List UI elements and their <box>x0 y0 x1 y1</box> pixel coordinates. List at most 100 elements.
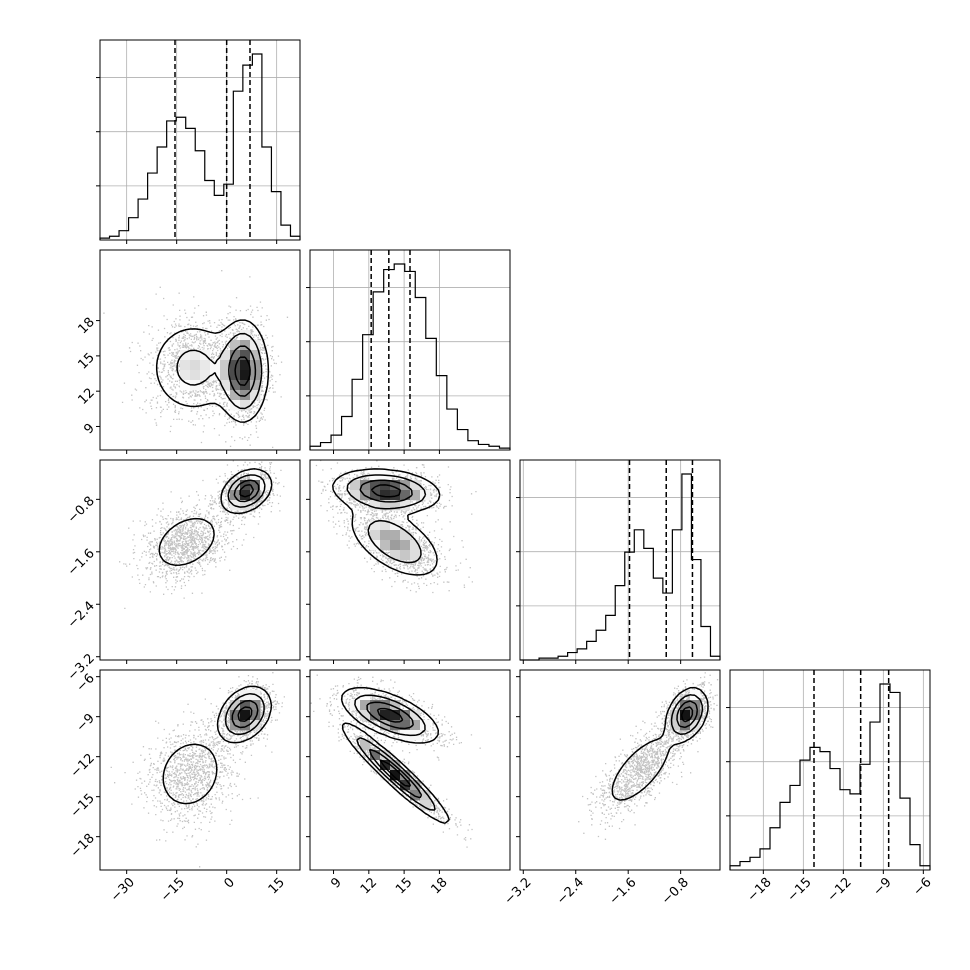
density-cell <box>230 480 241 491</box>
density-cell <box>410 480 421 491</box>
density-cell <box>180 370 191 381</box>
hist-frame <box>309 249 511 451</box>
density-cell <box>240 360 251 371</box>
pair-frame <box>309 459 511 661</box>
panel-content <box>315 460 477 594</box>
pair-panel-2-3 <box>516 669 721 874</box>
pair-panel-1-2 <box>306 459 511 664</box>
density-cell <box>180 360 191 371</box>
density-cell <box>240 330 251 341</box>
hist-panel-1 <box>306 249 511 454</box>
x-tick-label: −9 <box>870 875 894 899</box>
density-cell <box>380 750 391 761</box>
y-tick-label: −12 <box>68 751 98 781</box>
density-contour <box>233 479 260 503</box>
density-cell <box>240 710 251 721</box>
density-cell <box>350 490 361 501</box>
x-tick-label: −6 <box>910 875 934 899</box>
y-tick-label: −2.4 <box>65 599 98 632</box>
density-cell <box>370 490 381 501</box>
y-tick-label: −1.6 <box>65 546 98 579</box>
hist-panel-0 <box>96 39 301 244</box>
density-contour <box>237 706 253 722</box>
x-tick-label: −30 <box>108 875 138 905</box>
density-cell <box>240 340 251 351</box>
density-cell <box>230 340 241 351</box>
y-tick-label: −0.8 <box>65 494 98 527</box>
density-cell <box>380 540 391 551</box>
density-cell <box>410 720 421 731</box>
density-contour <box>370 484 402 498</box>
density-cell <box>230 380 241 391</box>
density-cell <box>380 710 391 721</box>
hist-frame <box>729 669 931 871</box>
density-cell <box>370 500 381 511</box>
pair-frame <box>99 669 301 871</box>
density-cell <box>380 700 391 711</box>
density-cell <box>210 360 221 371</box>
pair-panel-0-1 <box>96 249 301 454</box>
density-cell <box>390 500 401 511</box>
hist-panel-2 <box>516 459 721 664</box>
histogram-step <box>520 473 721 661</box>
density-cell <box>200 370 211 381</box>
y-tick-label: −15 <box>68 791 98 821</box>
scatter-points <box>310 674 481 848</box>
hist-frame <box>99 39 301 241</box>
hist-panel-3 <box>726 669 931 874</box>
density-contour <box>162 685 273 805</box>
density-cell <box>680 700 691 711</box>
density-cell <box>230 390 241 401</box>
density-contour <box>224 692 265 736</box>
density-cell <box>250 700 261 711</box>
pair-frame <box>519 669 721 871</box>
x-tick-label: 18 <box>428 875 450 897</box>
density-cell <box>400 490 411 501</box>
panel-content <box>103 270 289 450</box>
density-cell <box>240 490 251 501</box>
density-cell <box>240 720 251 731</box>
density-cell <box>690 720 701 731</box>
density-cell <box>370 710 381 721</box>
density-cell <box>240 500 251 511</box>
density-cell <box>180 380 191 391</box>
density-cell <box>190 350 201 361</box>
density-cell <box>250 380 261 391</box>
histogram-step <box>729 683 931 870</box>
density-cell <box>370 520 381 531</box>
density-contour <box>227 474 266 508</box>
density-cell <box>690 710 701 721</box>
density-contour <box>239 483 255 498</box>
density-cell <box>400 720 411 731</box>
pair-frame <box>99 249 301 451</box>
panel-content <box>310 674 481 848</box>
density-cell <box>390 550 401 561</box>
density-cell <box>250 390 261 401</box>
density-cell <box>410 790 421 801</box>
histogram-step <box>309 263 511 450</box>
density-cell <box>380 500 391 511</box>
density-cell <box>390 530 401 541</box>
density-cell <box>410 540 421 551</box>
x-tick-label: 9 <box>328 875 344 891</box>
density-cell <box>380 520 391 531</box>
panel-content <box>110 672 285 868</box>
x-tick-label: −18 <box>745 875 775 905</box>
density-cell <box>250 710 261 721</box>
pair-frame <box>309 669 511 871</box>
x-tick-label: −12 <box>825 875 855 905</box>
density-cell <box>180 350 191 361</box>
density-contour <box>155 319 270 423</box>
density-cell <box>690 700 701 711</box>
density-cell <box>250 720 261 731</box>
density-cell <box>240 700 251 711</box>
density-cell <box>400 550 411 561</box>
density-cell <box>390 700 401 711</box>
density-contour <box>158 468 273 566</box>
density-cell <box>230 700 241 711</box>
density-cell <box>240 400 251 411</box>
density-cell <box>370 700 381 711</box>
y-tick-label: −18 <box>68 831 98 861</box>
density-cell <box>680 720 691 731</box>
